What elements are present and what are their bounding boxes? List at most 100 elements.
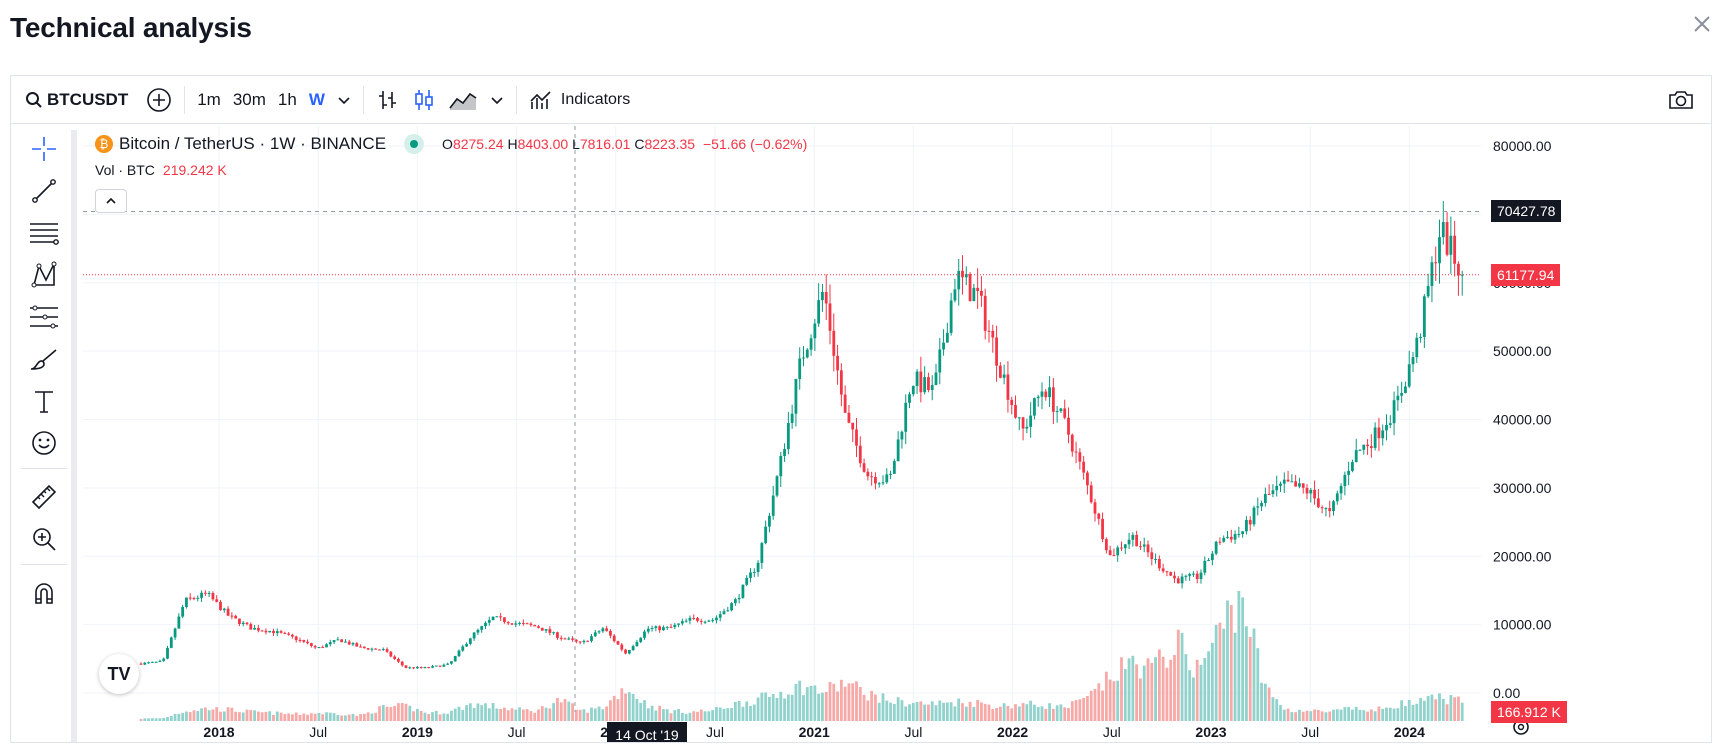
candle-body — [1339, 486, 1343, 494]
volume-bar — [506, 710, 510, 721]
screenshot-button[interactable] — [1661, 83, 1701, 117]
candle-body — [964, 274, 968, 278]
candle-body — [900, 431, 904, 440]
zoom-tool[interactable] — [27, 522, 61, 556]
volume-bar — [1154, 657, 1157, 721]
interval-w[interactable]: W — [308, 89, 325, 109]
candle-body — [938, 349, 942, 373]
volume-bar — [991, 709, 995, 721]
brush-tool[interactable] — [27, 342, 61, 376]
volume-bar — [881, 693, 885, 721]
symbol-search-button[interactable]: BTCUSDT — [19, 83, 134, 117]
candle-body — [154, 661, 158, 663]
candle-body — [624, 649, 627, 654]
magnet-tool[interactable] — [27, 576, 61, 610]
candle-body — [1441, 222, 1445, 238]
bars-style-button[interactable] — [370, 83, 406, 117]
candle-body — [518, 622, 521, 624]
interval-1h[interactable]: 1h — [277, 89, 297, 109]
area-style-button[interactable] — [442, 83, 484, 117]
text-tool[interactable] — [27, 384, 61, 418]
fib-tool[interactable] — [27, 216, 61, 250]
price-chart[interactable]: 80000.0070000.0060000.0050000.0040000.00… — [83, 126, 1712, 743]
brush-icon — [30, 349, 57, 370]
crosshair-tool[interactable] — [27, 132, 61, 166]
candle-body — [601, 628, 605, 632]
area-chart-icon — [449, 92, 477, 110]
compare-symbol-button[interactable] — [140, 83, 178, 117]
candle-body — [453, 656, 457, 662]
chart-pane[interactable]: 80000.0070000.0060000.0050000.0040000.00… — [83, 126, 1712, 743]
candle-body — [646, 628, 650, 632]
volume-bar — [718, 707, 722, 721]
emoji-tool[interactable] — [27, 426, 61, 460]
candle-body — [226, 608, 230, 616]
candle-body — [328, 642, 332, 645]
volume-bar — [775, 697, 779, 721]
interval-1m[interactable]: 1m — [197, 89, 221, 109]
candle-body — [945, 332, 949, 343]
candle-body — [983, 295, 987, 331]
tradingview-logo[interactable]: TV — [99, 654, 139, 694]
volume-bar — [779, 691, 783, 721]
collapse-legend-button[interactable] — [95, 189, 127, 213]
candle-body — [275, 631, 279, 634]
volume-bar — [260, 712, 264, 721]
chevron-down-icon — [491, 96, 503, 104]
volume-bar — [870, 690, 874, 721]
volume-bar — [556, 697, 559, 721]
volume-bar — [434, 710, 438, 721]
candle-body — [188, 597, 192, 599]
candle-body — [412, 667, 415, 669]
volume-bar — [1146, 658, 1150, 721]
candle-body — [1241, 531, 1245, 535]
toolbar-divider — [515, 85, 517, 114]
candle-body — [1074, 451, 1078, 453]
candle-body — [612, 635, 616, 642]
forecasting-tool[interactable] — [27, 300, 61, 334]
volume-bar — [1324, 712, 1328, 721]
volume-bar — [1347, 706, 1351, 721]
candle-body — [1150, 552, 1154, 560]
volume-bar — [684, 713, 688, 721]
volume-bar — [900, 700, 904, 721]
interval-30m[interactable]: 30m — [232, 89, 266, 109]
candle-body — [563, 638, 567, 640]
trend-line-tool[interactable] — [27, 174, 61, 208]
candles-icon — [415, 89, 433, 110]
candle-body — [317, 647, 321, 649]
volume-bar — [480, 705, 484, 721]
candle-body — [1351, 462, 1354, 471]
candle-body — [877, 483, 881, 485]
candle-body — [1449, 235, 1453, 255]
volume-bar — [1101, 690, 1104, 721]
candle-body — [752, 572, 756, 574]
close-icon[interactable] — [1690, 12, 1714, 36]
volume-bar — [798, 680, 802, 721]
volume-bar — [1404, 706, 1407, 721]
pattern-tool[interactable] — [27, 258, 61, 292]
candle-body — [639, 637, 643, 642]
ruler-tool[interactable] — [27, 480, 61, 514]
candle-body — [1430, 262, 1434, 287]
volume-bar — [665, 709, 669, 721]
volume-bar — [1419, 697, 1422, 721]
indicators-button[interactable]: Indicators — [523, 83, 636, 117]
volume-bar — [646, 708, 650, 721]
candle-body — [821, 292, 824, 301]
interval-dropdown[interactable] — [331, 83, 357, 117]
chart-style-dropdown[interactable] — [484, 83, 510, 117]
volume-bar — [423, 712, 427, 721]
volume-bar — [949, 702, 953, 721]
volume-bar — [215, 707, 219, 721]
candle-body — [1101, 518, 1104, 540]
high-value: 8403.00 — [517, 136, 569, 152]
candles-style-button[interactable] — [406, 83, 442, 117]
candle-body — [582, 640, 586, 643]
candle-body — [1233, 534, 1237, 540]
candle-body — [1332, 501, 1335, 512]
volume-bar — [802, 695, 805, 721]
candle-body — [586, 640, 590, 642]
volume-label: Vol · BTC — [95, 162, 155, 178]
candle-body — [397, 658, 400, 662]
